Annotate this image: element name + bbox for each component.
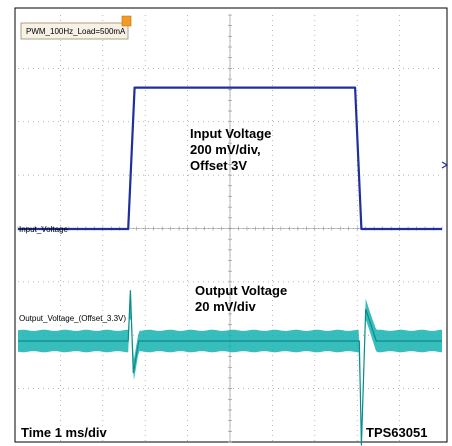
output-voltage-ripple-band [18,296,442,446]
tag-text: PWM_100Hz_Load=500mA [26,27,126,36]
output-annotation-line1: Output Voltage [195,283,287,298]
output-annotation-line2: 20 mV/div [195,299,256,314]
output-voltage-trace [18,290,442,446]
tag-box: PWM_100Hz_Load=500mA [20,15,132,40]
input-trace-label: Input_Voltage [19,225,68,234]
time-scale-label: Time 1 ms/div [21,425,108,440]
output-trace-label: Output_Voltage_(Offset_3.3V) [19,314,126,323]
traces [18,86,442,446]
tag-marker-icon [121,15,132,27]
plot-frame [14,7,448,443]
trigger-marker-icon [441,161,449,169]
input-voltage-trace [18,86,442,231]
input-annotation-line1: Input Voltage [190,126,271,141]
part-number-label: TPS63051 [366,425,427,440]
input-annotation-line3: Offset 3V [190,158,247,173]
input-annotation-line2: 200 mV/div, [190,142,261,157]
